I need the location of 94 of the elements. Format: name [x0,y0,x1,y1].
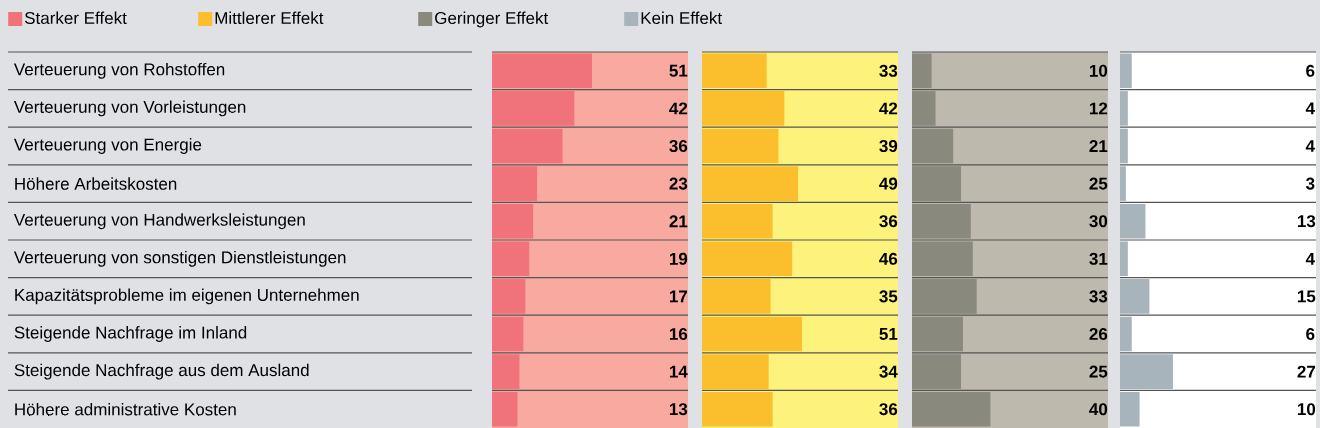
data-label: 36 [879,403,898,416]
legend-label: Mittlerer Effekt [215,11,324,25]
data-label: 33 [1089,290,1108,303]
bar [1120,391,1140,427]
bar [492,241,530,277]
bar [1120,166,1126,201]
data-label: 17 [669,290,688,303]
bar [702,391,773,427]
bar [1120,316,1132,352]
data-label: 21 [669,215,688,228]
data-label: 27 [1297,365,1316,378]
bar [912,203,971,239]
data-label: 42 [879,102,898,115]
data-label: 6 [1306,64,1315,77]
data-label: 19 [669,252,688,265]
data-label: 34 [879,365,898,378]
bar [702,241,793,277]
data-label: 21 [1089,140,1108,152]
data-label: 16 [669,327,688,341]
y-tick-label: Höhere administrative Kosten [15,402,236,416]
y-tick-label: Kapazitätsprobleme im eigenen Unternehmen [15,288,359,305]
y-tick-label: Verteuerung von Rohstoffen [13,62,225,79]
data-label: 39 [879,139,898,153]
data-label: 10 [1089,64,1108,77]
data-label: 49 [879,177,898,190]
bar [1120,354,1173,389]
bar [492,316,524,352]
bar [492,279,526,314]
data-label: 36 [879,215,898,228]
data-label: 3 [1305,177,1315,190]
bar [1120,279,1150,314]
bar [912,354,961,389]
data-label: 10 [1297,403,1316,416]
data-label: 40 [1089,403,1108,416]
legend-label: Kein Effekt [641,11,722,25]
bar [702,128,779,164]
data-label: 36 [669,139,688,153]
bar [702,316,802,352]
data-label: 30 [1089,215,1108,228]
data-label: 14 [669,365,688,378]
legend-label: Starker Effekt [24,11,127,25]
bar [912,391,991,427]
bar [912,166,961,201]
bar [912,279,977,314]
bar [912,128,954,164]
data-label: 31 [1089,252,1108,265]
bar [702,91,785,126]
data-label: 51 [669,64,688,77]
bar [1120,53,1132,89]
data-label: 4 [1305,140,1315,152]
data-label: 42 [669,102,688,115]
bar [492,91,575,126]
y-tick-label: Verteuerung von Vorleistungen [13,100,246,117]
bar [1120,128,1128,164]
y-tick-label: Verteuerung von sonstigen Dienstleistungen [13,250,346,267]
y-tick-label: Steigende Nachfrage aus dem Ausland [14,363,309,380]
data-label: 25 [1089,177,1108,190]
bar [492,203,534,239]
bar [492,391,518,427]
data-label: 6 [1306,327,1315,341]
data-label: 15 [1297,290,1316,303]
y-tick-label: Höhere Arbeitskosten [15,177,177,190]
data-label: 33 [879,64,898,77]
data-label: 26 [1089,327,1108,341]
data-label: 12 [1089,102,1108,115]
data-label: 13 [1297,215,1316,228]
data-label: 35 [879,290,898,303]
bar [702,203,773,239]
bar [702,354,769,389]
y-tick-label: Verteuerung von Energie [13,138,202,154]
y-tick-label: Steigende Nachfrage im Inland [14,326,247,342]
data-label: 46 [879,252,898,265]
data-label: 23 [669,177,688,190]
legend-label: Geringer Effekt [435,11,549,28]
bar [1120,91,1128,126]
data-label: 13 [669,403,688,416]
bar [492,128,563,164]
bar [912,53,932,89]
bar [912,91,936,126]
bar [702,53,767,89]
data-label: 4 [1305,102,1315,115]
bar [912,316,963,352]
bar [492,53,592,89]
bar [912,241,973,277]
bar [1120,203,1146,239]
bar [1120,241,1128,277]
data-label: 4 [1305,252,1315,265]
bar [702,166,799,201]
bar [492,166,538,201]
bar [492,354,520,389]
y-tick-label: Verteuerung von Handwerksleistungen [13,213,305,230]
data-label: 51 [879,328,898,340]
data-label: 25 [1089,365,1108,378]
bar [702,279,771,314]
